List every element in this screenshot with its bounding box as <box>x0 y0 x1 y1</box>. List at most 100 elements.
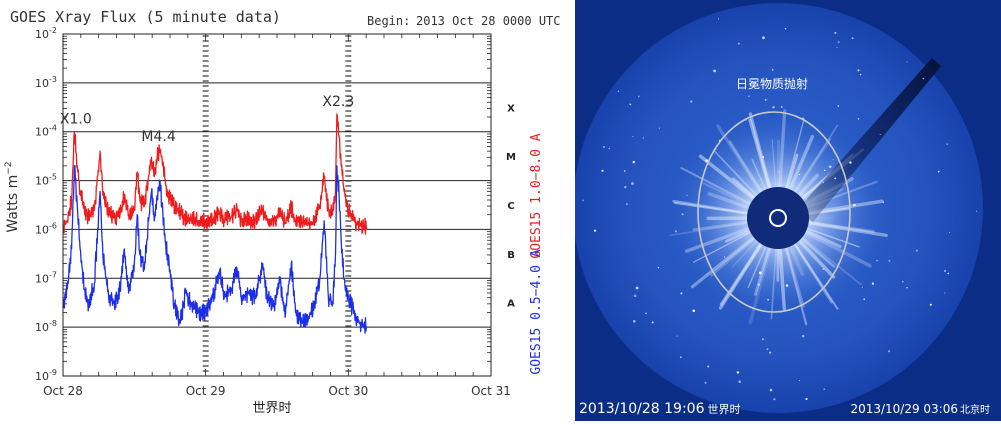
star <box>659 128 660 129</box>
star <box>693 310 696 313</box>
star <box>762 338 764 340</box>
star <box>860 74 861 75</box>
star <box>767 299 769 301</box>
star <box>680 292 682 294</box>
y-tick-base: 10 <box>35 77 49 90</box>
y-tick-exponent: -6 <box>49 221 57 230</box>
x-axis-label: 世界时 <box>252 401 291 416</box>
timestamp-beijing-value: 2013/10/29 03:06 <box>850 402 958 416</box>
star <box>713 70 716 73</box>
star <box>849 161 851 163</box>
star <box>652 321 654 323</box>
x-tick-label: Oct 31 <box>471 384 511 398</box>
star <box>759 272 762 275</box>
star <box>762 156 764 158</box>
star <box>786 284 788 286</box>
chart-title: GOES Xray Flux (5 minute data) <box>10 8 281 26</box>
star <box>823 388 825 390</box>
x-tick-labels: Oct 28 Oct 29 Oct 30 Oct 31 <box>43 384 511 398</box>
star <box>632 136 633 137</box>
star <box>883 202 884 203</box>
star <box>677 335 678 336</box>
goes-xray-chart: GOES Xray Flux (5 minute data) Begin: 20… <box>0 0 575 421</box>
y-tick-label: 10-7 <box>35 270 57 285</box>
y-tick-exponent: -8 <box>49 319 57 328</box>
star <box>938 171 940 173</box>
y-tick-base: 10 <box>35 370 49 383</box>
star <box>916 250 918 252</box>
flare-annotation: M4.4 <box>141 129 175 145</box>
y-tick-label: 10-2 <box>35 26 57 41</box>
star <box>618 91 619 92</box>
x-tick-label: Oct 28 <box>43 384 83 398</box>
star <box>770 389 773 392</box>
y-tick-exponent: -9 <box>49 368 57 377</box>
series-line-1 <box>63 166 367 334</box>
star <box>799 174 800 175</box>
flare-class-M: M <box>506 152 516 163</box>
star <box>838 41 840 43</box>
star <box>906 61 907 62</box>
star <box>681 213 683 215</box>
occulting-disk <box>747 187 809 249</box>
star <box>944 270 946 272</box>
star <box>631 182 634 185</box>
legend-series-blue: GOES15 0.5−4.0 A <box>529 249 544 374</box>
star <box>629 104 631 106</box>
star <box>748 95 750 97</box>
y-tick-base: 10 <box>35 223 49 236</box>
y-tick-label: 10-8 <box>35 319 57 334</box>
y-axis-label: Watts m−2 <box>4 161 21 232</box>
star <box>624 170 626 172</box>
x-tick-label: Oct 29 <box>186 384 226 398</box>
star <box>858 69 860 71</box>
star <box>634 295 637 298</box>
star <box>823 182 824 183</box>
star <box>853 204 856 207</box>
begin-label: Begin: <box>367 14 410 28</box>
y-tick-label: 10-5 <box>35 173 57 188</box>
timestamp-utc-suffix: 世界时 <box>708 403 741 416</box>
cme-label: 日冕物质抛射 <box>736 76 808 91</box>
y-tick-base: 10 <box>35 126 49 139</box>
star <box>724 256 725 257</box>
y-tick-label: 10-3 <box>35 75 57 90</box>
y-tick-label: 10-4 <box>35 124 57 139</box>
star <box>772 106 774 108</box>
flare-class-X: X <box>507 103 515 114</box>
star <box>824 170 826 172</box>
star <box>765 99 767 101</box>
y-tick-exponent: -5 <box>49 173 57 182</box>
legend-series-red: GOES15 1.0−8.0 A <box>529 133 544 258</box>
star <box>737 371 739 373</box>
series-layer <box>63 114 367 333</box>
x-tick-label: Oct 30 <box>328 384 368 398</box>
star <box>680 356 682 358</box>
star <box>834 32 836 34</box>
star <box>707 365 709 367</box>
star <box>880 134 881 135</box>
star <box>805 398 807 400</box>
star <box>624 186 626 188</box>
star <box>923 78 925 80</box>
star <box>633 320 636 323</box>
y-tick-base: 10 <box>35 321 49 334</box>
star <box>738 43 740 45</box>
star <box>767 348 769 350</box>
star <box>872 283 874 285</box>
star <box>833 159 834 160</box>
star <box>944 293 945 294</box>
y-axis-label-text: Watts m <box>5 175 21 233</box>
star <box>852 37 854 39</box>
star <box>769 352 771 354</box>
y-tick-base: 10 <box>35 175 49 188</box>
y-tick-base: 10 <box>35 272 49 285</box>
star <box>862 287 863 288</box>
star <box>888 350 890 352</box>
y-tick-exponent: -2 <box>49 26 57 35</box>
star <box>594 230 596 232</box>
star <box>638 95 640 97</box>
